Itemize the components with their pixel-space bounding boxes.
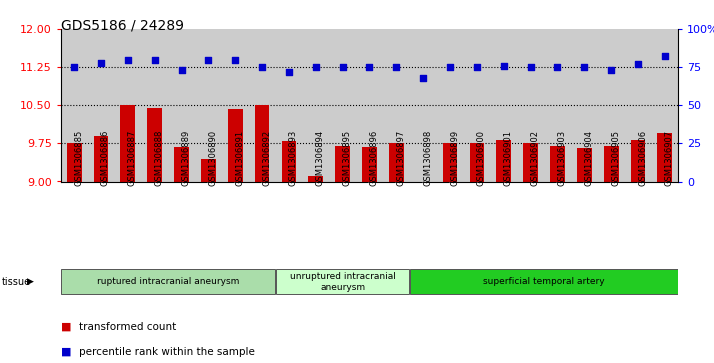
Bar [174, 147, 189, 182]
Point [310, 64, 321, 70]
Text: GSM1306887: GSM1306887 [128, 129, 137, 186]
Bar [630, 140, 645, 182]
Point [498, 63, 510, 69]
FancyBboxPatch shape [61, 269, 275, 294]
Point [605, 67, 617, 73]
Bar [66, 143, 81, 182]
FancyBboxPatch shape [411, 269, 678, 294]
Point [203, 57, 214, 62]
Text: transformed count: transformed count [79, 322, 176, 332]
Point [363, 64, 375, 70]
Bar [336, 146, 350, 182]
Bar [201, 159, 216, 182]
Point [444, 64, 456, 70]
Bar [94, 136, 109, 182]
Text: ■: ■ [61, 322, 71, 332]
Text: ■: ■ [61, 347, 71, 357]
Point [578, 64, 590, 70]
Text: GSM1306895: GSM1306895 [343, 130, 351, 186]
Text: GSM1306896: GSM1306896 [370, 130, 378, 186]
Point [122, 57, 134, 62]
Point [176, 67, 187, 73]
Point [337, 64, 348, 70]
Text: GSM1306905: GSM1306905 [611, 130, 620, 186]
Bar [389, 143, 403, 182]
Bar [281, 141, 296, 182]
Bar [228, 109, 243, 182]
Point [229, 57, 241, 62]
Text: GSM1306890: GSM1306890 [208, 130, 217, 186]
FancyBboxPatch shape [276, 269, 409, 294]
Point [95, 60, 106, 65]
Text: GSM1306892: GSM1306892 [262, 130, 271, 186]
Text: GSM1306903: GSM1306903 [558, 130, 566, 186]
Bar [470, 143, 484, 182]
Text: ruptured intracranial aneurysm: ruptured intracranial aneurysm [97, 277, 239, 286]
Bar [496, 140, 511, 182]
Bar [604, 146, 618, 182]
Bar [255, 105, 269, 182]
Text: GSM1306907: GSM1306907 [665, 130, 674, 186]
Bar [550, 146, 565, 182]
Text: GSM1306901: GSM1306901 [504, 130, 513, 186]
Point [552, 64, 563, 70]
Bar [147, 108, 162, 182]
Point [283, 69, 295, 75]
Bar [523, 143, 538, 182]
Text: GSM1306885: GSM1306885 [74, 130, 83, 186]
Text: GSM1306893: GSM1306893 [289, 130, 298, 186]
Point [633, 61, 644, 67]
Text: GSM1306899: GSM1306899 [450, 130, 459, 186]
Point [471, 64, 483, 70]
Point [418, 75, 429, 81]
Bar [362, 147, 377, 182]
Text: superficial temporal artery: superficial temporal artery [483, 277, 605, 286]
Text: GSM1306900: GSM1306900 [477, 130, 486, 186]
Point [256, 64, 268, 70]
Point [391, 64, 402, 70]
Text: tissue: tissue [1, 277, 31, 287]
Point [525, 64, 536, 70]
Text: GDS5186 / 24289: GDS5186 / 24289 [61, 18, 183, 32]
Point [659, 54, 670, 60]
Point [69, 64, 80, 70]
Text: GSM1306906: GSM1306906 [638, 130, 647, 186]
Text: GSM1306902: GSM1306902 [531, 130, 540, 186]
Text: GSM1306889: GSM1306889 [181, 130, 191, 186]
Text: GSM1306897: GSM1306897 [396, 130, 406, 186]
Text: GSM1306894: GSM1306894 [316, 130, 325, 186]
Text: ▶: ▶ [27, 277, 34, 286]
Bar [443, 143, 458, 182]
Point [149, 57, 161, 62]
Bar [658, 133, 673, 182]
Bar [308, 176, 323, 182]
Text: GSM1306888: GSM1306888 [155, 129, 164, 186]
Text: GSM1306886: GSM1306886 [101, 129, 110, 186]
Text: GSM1306904: GSM1306904 [584, 130, 593, 186]
Text: GSM1306891: GSM1306891 [235, 130, 244, 186]
Bar [577, 148, 592, 182]
Bar [121, 105, 135, 182]
Text: percentile rank within the sample: percentile rank within the sample [79, 347, 254, 357]
Text: unruptured intracranial
aneurysm: unruptured intracranial aneurysm [290, 272, 396, 292]
Text: GSM1306898: GSM1306898 [423, 130, 432, 186]
